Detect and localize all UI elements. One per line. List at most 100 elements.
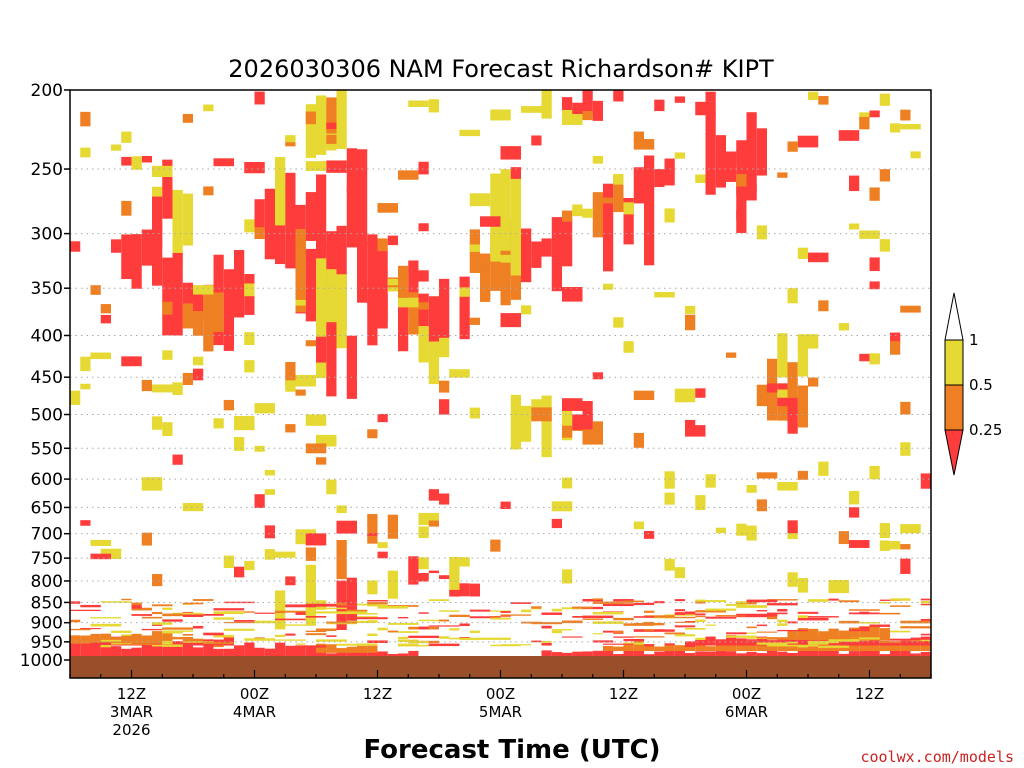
ri-cell xyxy=(849,651,860,660)
ri-cell xyxy=(439,278,450,339)
ri-cell xyxy=(111,630,132,633)
ri-cell xyxy=(387,630,398,633)
ri-cell xyxy=(121,635,132,644)
ri-cell xyxy=(264,648,275,660)
ri-cell xyxy=(234,646,245,660)
ri-cell xyxy=(551,630,562,634)
ri-cell xyxy=(367,514,378,544)
ri-cell xyxy=(664,644,675,652)
ri-cell xyxy=(326,644,337,653)
ri-cell xyxy=(674,96,685,103)
ri-cell xyxy=(275,642,286,660)
ri-cell xyxy=(346,647,357,660)
ri-cell xyxy=(592,621,624,624)
ri-cell xyxy=(756,636,767,646)
ri-cell xyxy=(182,614,204,617)
ri-cell xyxy=(736,523,747,536)
ri-cell xyxy=(562,398,583,411)
ri-cell xyxy=(674,567,685,579)
ri-cell xyxy=(726,603,747,606)
ri-cell xyxy=(193,625,204,629)
ri-cell xyxy=(633,636,665,638)
ri-cell xyxy=(203,639,234,642)
ri-cell xyxy=(531,135,542,146)
ri-cell xyxy=(459,557,470,567)
ri-cell xyxy=(398,265,409,276)
ri-cell xyxy=(603,643,634,645)
ri-cell xyxy=(285,624,316,626)
ri-cell xyxy=(244,642,255,660)
legend-label: 1 xyxy=(969,331,979,349)
ri-cell xyxy=(592,601,624,604)
ri-cell xyxy=(80,520,91,526)
ri-cell xyxy=(326,325,337,397)
legend: 1 0.5 0.25 xyxy=(944,292,1002,476)
ri-cell xyxy=(920,601,931,604)
ri-cell xyxy=(910,151,921,159)
x-tick-label: 00Z xyxy=(240,685,269,703)
ri-cell xyxy=(705,636,716,646)
ri-cell xyxy=(213,292,224,332)
ri-cell xyxy=(705,651,716,660)
ri-cell xyxy=(715,135,726,188)
ri-cell xyxy=(777,609,788,612)
ri-cell xyxy=(387,514,398,539)
ri-cell xyxy=(162,630,193,632)
ri-cell xyxy=(890,541,901,550)
ri-cell xyxy=(633,131,644,142)
ri-cell xyxy=(254,647,265,660)
ri-cell xyxy=(777,623,788,626)
ri-cell xyxy=(439,619,450,622)
ri-cell xyxy=(838,620,860,624)
ri-cell xyxy=(480,216,501,227)
ri-cell xyxy=(623,602,634,604)
ri-cell xyxy=(193,638,204,641)
ri-cell xyxy=(695,641,706,652)
ri-cell xyxy=(797,385,808,428)
ri-cell xyxy=(849,540,870,548)
ri-cell xyxy=(531,241,542,268)
ri-cell xyxy=(275,590,286,630)
ri-cell xyxy=(664,648,675,660)
ri-cell xyxy=(695,639,706,646)
ri-cell xyxy=(705,608,737,611)
ri-cell xyxy=(387,622,419,625)
ri-cell xyxy=(808,91,819,101)
ri-cell xyxy=(849,609,880,611)
x-tick-label: 00Z xyxy=(732,685,761,703)
ri-cell xyxy=(326,635,337,637)
ri-cell xyxy=(623,341,634,353)
ri-cell xyxy=(254,637,265,639)
ri-cell xyxy=(592,155,603,164)
ri-cell xyxy=(664,492,675,505)
ri-cell xyxy=(244,219,255,233)
ri-cell xyxy=(377,294,388,322)
ri-cell xyxy=(418,302,429,310)
ri-cell xyxy=(849,638,860,646)
ri-cell xyxy=(777,396,788,421)
ri-cell xyxy=(818,631,829,640)
legend-swatch-yellow xyxy=(944,339,964,386)
ri-cell xyxy=(715,527,726,534)
ri-cell xyxy=(254,227,265,240)
ri-cell xyxy=(162,257,173,336)
ri-cell xyxy=(357,617,388,620)
ri-cell xyxy=(818,300,829,312)
ri-cell xyxy=(213,617,234,620)
ri-cell xyxy=(705,646,716,652)
ri-cell xyxy=(193,368,204,381)
ri-cell xyxy=(244,161,265,174)
ri-cell xyxy=(633,640,644,652)
ri-cell xyxy=(695,651,706,660)
ri-cell xyxy=(900,401,911,415)
ri-cell xyxy=(664,158,675,186)
ri-cell xyxy=(890,598,911,601)
ri-cell xyxy=(879,523,890,538)
ri-cell xyxy=(562,218,573,267)
ri-cell xyxy=(633,432,644,448)
ri-cell xyxy=(695,174,706,183)
ri-cell xyxy=(193,285,204,315)
ri-cell xyxy=(264,469,275,476)
ri-cell xyxy=(428,99,439,113)
